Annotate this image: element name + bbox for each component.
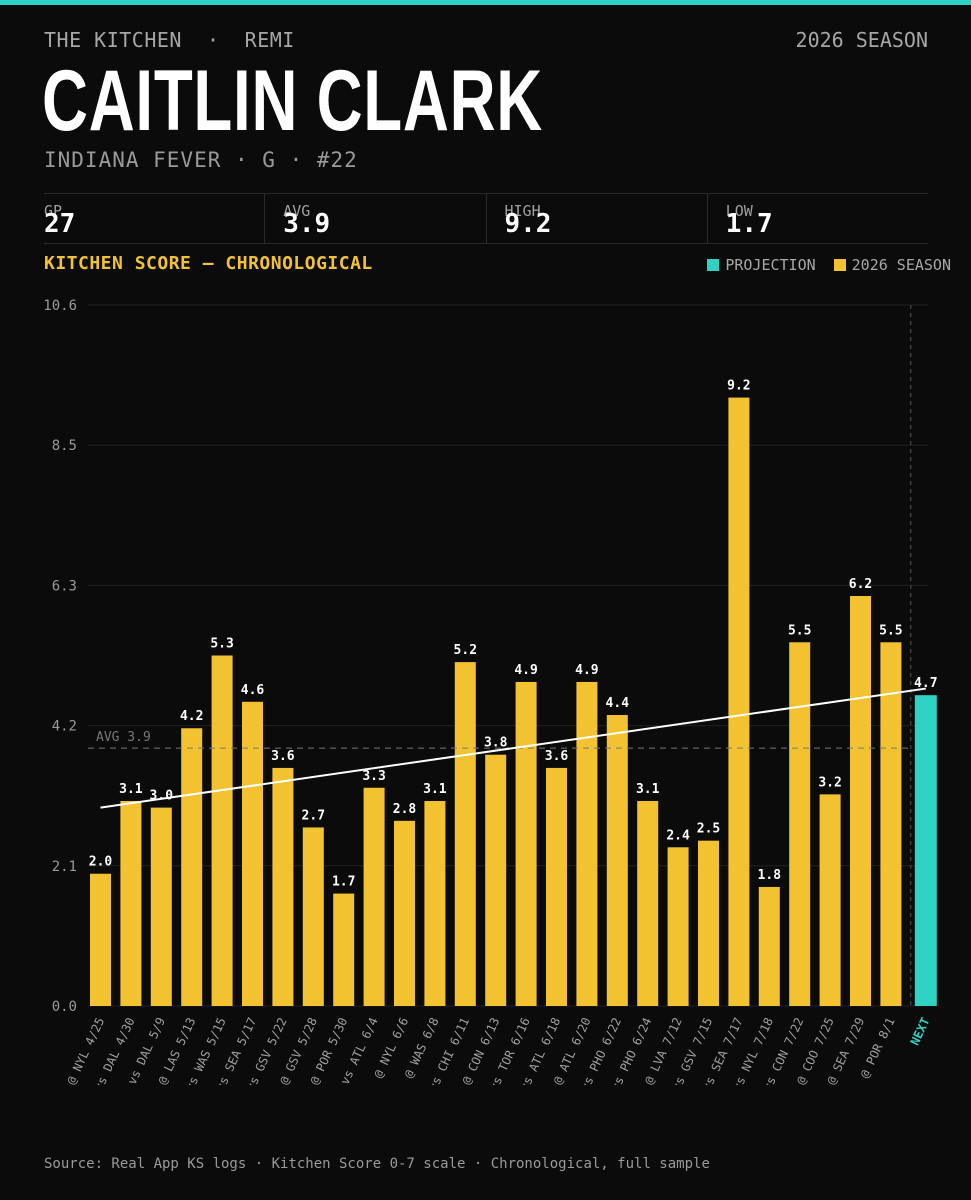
bar-chart: 0.02.14.26.38.510.62.0@ NYL 4/253.1vs DA…: [43, 298, 937, 1085]
stat-label: HIGH: [504, 202, 541, 220]
bar: [454, 662, 476, 1006]
bar: [90, 873, 111, 1006]
stat-value: 3.9: [283, 209, 331, 239]
y-tick-label: 0.0: [52, 999, 77, 1015]
bar: [120, 800, 142, 1006]
bar: [789, 642, 811, 1006]
bar-value-label: 4.9: [575, 663, 598, 678]
bar-value-label: 3.3: [362, 769, 385, 784]
player-name: CAITLIN CLARK: [42, 53, 544, 149]
bar: [728, 397, 750, 1006]
bar-value-label: 3.1: [119, 782, 143, 797]
y-tick-label: 10.6: [43, 298, 77, 314]
stat-label: AVG: [283, 202, 311, 220]
bar-value-label: 3.6: [545, 749, 569, 764]
bar: [546, 767, 567, 1006]
stat-high: HIGH 9.2: [485, 194, 707, 243]
bar: [576, 681, 598, 1006]
bar: [394, 820, 415, 1006]
legend-season: 2026 SEASON: [833, 256, 951, 274]
bar: [333, 893, 355, 1006]
bar: [181, 728, 203, 1006]
bar-value-label: 3.6: [271, 749, 295, 764]
bar-value-label: 3.1: [636, 782, 660, 797]
top-accent-bar: [0, 0, 971, 5]
source-note: Source: Real App KS logs · Kitchen Score…: [44, 1156, 710, 1172]
bar-value-label: 4.9: [514, 663, 537, 678]
chart-legend: PROJECTION 2026 SEASON: [707, 256, 951, 274]
projection-value-label: 4.7: [914, 676, 937, 691]
bar: [880, 642, 902, 1006]
y-tick-label: 2.1: [52, 859, 77, 875]
bar: [424, 800, 446, 1006]
chart-title: KITCHEN SCORE — CHRONOLOGICAL: [44, 253, 373, 274]
bar-value-label: 2.5: [697, 822, 720, 837]
bar-value-label: 3.2: [818, 775, 841, 790]
legend-projection: PROJECTION: [707, 256, 816, 274]
stat-value: 1.7: [725, 209, 773, 239]
stat-avg: AVG 3.9: [264, 194, 485, 243]
bar-value-label: 1.7: [332, 875, 355, 890]
y-tick-label: 4.2: [52, 719, 77, 735]
bar-value-label: 6.2: [849, 577, 872, 592]
bar-value-label: 3.1: [423, 782, 447, 797]
bar-value-label: 4.2: [180, 709, 203, 724]
trend-line: [100, 687, 926, 809]
bar-value-label: 2.4: [666, 828, 690, 843]
bar-value-label: 3.0: [150, 789, 174, 804]
projection-bar: [914, 695, 937, 1006]
legend-swatch-projection: [707, 259, 720, 271]
legend-label: 2026 SEASON: [851, 256, 951, 274]
bar-value-label: 3.8: [484, 736, 508, 751]
bar: [758, 886, 780, 1006]
bar: [242, 701, 263, 1006]
bar: [819, 794, 841, 1006]
x-tick-label-next: NEXT: [908, 1015, 933, 1047]
season-label: 2026 SEASON: [795, 28, 928, 52]
bar-value-label: 4.4: [606, 696, 630, 711]
bar-value-label: 2.7: [302, 808, 325, 823]
bar-value-label: 5.2: [454, 643, 477, 658]
bar: [667, 847, 689, 1006]
bar: [698, 840, 719, 1006]
legend-swatch-season: [833, 259, 846, 271]
bar: [211, 655, 233, 1006]
stat-label: LOW: [725, 202, 753, 220]
stat-label: GP: [44, 202, 63, 220]
average-label: AVG 3.9: [96, 730, 151, 745]
y-tick-label: 6.3: [52, 578, 77, 594]
bar-value-label: 5.3: [210, 637, 233, 652]
stat-gp: GP 27: [44, 194, 264, 243]
bar-value-label: 5.5: [788, 623, 811, 638]
stats-row: GP 27 AVG 3.9 HIGH 9.2 LOW 1.7: [44, 193, 928, 244]
bar: [485, 754, 507, 1006]
stat-value: 27: [44, 209, 76, 239]
bar-value-label: 9.2: [727, 379, 750, 394]
bar-value-label: 1.8: [758, 868, 782, 883]
legend-label: PROJECTION: [725, 256, 816, 274]
bar: [363, 787, 385, 1006]
bar-value-label: 2.0: [89, 855, 113, 870]
bar-value-label: 5.5: [879, 623, 902, 638]
stat-value: 9.2: [504, 209, 552, 239]
bar: [302, 827, 324, 1006]
player-subtitle: INDIANA FEVER · G · #22: [44, 148, 358, 172]
bar-value-label: 2.8: [393, 802, 417, 817]
bar: [637, 800, 659, 1006]
bar-value-label: 4.6: [241, 683, 265, 698]
bar: [515, 681, 537, 1006]
bar: [850, 595, 871, 1006]
bar: [150, 807, 172, 1006]
bar: [606, 715, 628, 1006]
stat-low: LOW 1.7: [706, 194, 928, 243]
y-tick-label: 8.5: [52, 438, 77, 454]
bar: [272, 767, 294, 1006]
brand-label: THE KITCHEN · REMI: [44, 28, 295, 52]
